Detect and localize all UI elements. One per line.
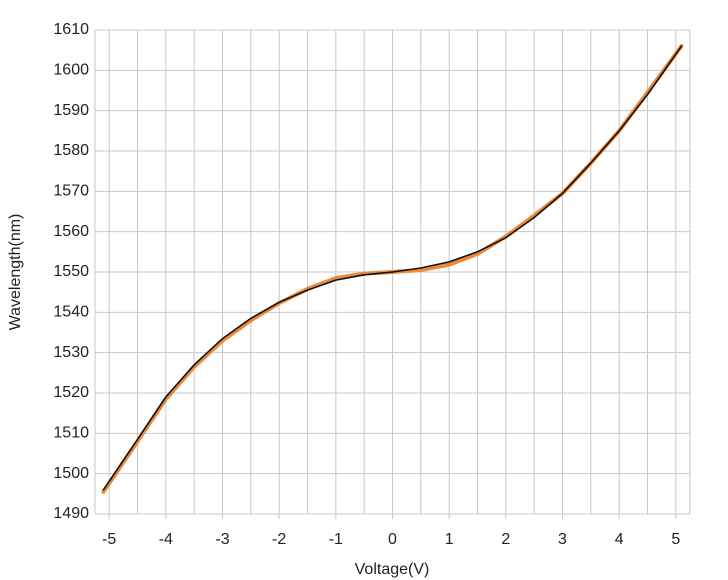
x-tick-label: -4 (159, 531, 173, 548)
x-tick-label: -1 (329, 531, 343, 548)
y-tick-label: 1490 (53, 505, 89, 522)
x-tick-label: -3 (215, 531, 229, 548)
y-tick-label: 1530 (53, 344, 89, 361)
x-tick-label: 3 (558, 531, 567, 548)
y-tick-label: 1500 (53, 465, 89, 482)
x-tick-label: 1 (445, 531, 454, 548)
line-series (102, 45, 683, 491)
y-tick-label: 1560 (53, 223, 89, 240)
y-tick-label: 1590 (53, 102, 89, 119)
y-tick-label: 1610 (53, 21, 89, 38)
x-tick-label: 5 (671, 531, 680, 548)
y-tick-label: 1520 (53, 384, 89, 401)
x-tick-label: -2 (272, 531, 286, 548)
x-tick-label: -5 (102, 531, 116, 548)
y-tick-label: 1550 (53, 263, 89, 280)
x-tick-label: 2 (501, 531, 510, 548)
y-tick-label: 1600 (53, 62, 89, 79)
x-tick-label: 4 (615, 531, 624, 548)
y-tick-label: 1540 (53, 304, 89, 321)
y-axis-label: Wavelength(nm) (7, 214, 24, 331)
x-tick-label: 0 (388, 531, 397, 548)
y-tick-label: 1570 (53, 183, 89, 200)
x-axis-label: Voltage(V) (355, 561, 430, 578)
y-tick-label: 1580 (53, 142, 89, 159)
y-tick-label: 1510 (53, 425, 89, 442)
